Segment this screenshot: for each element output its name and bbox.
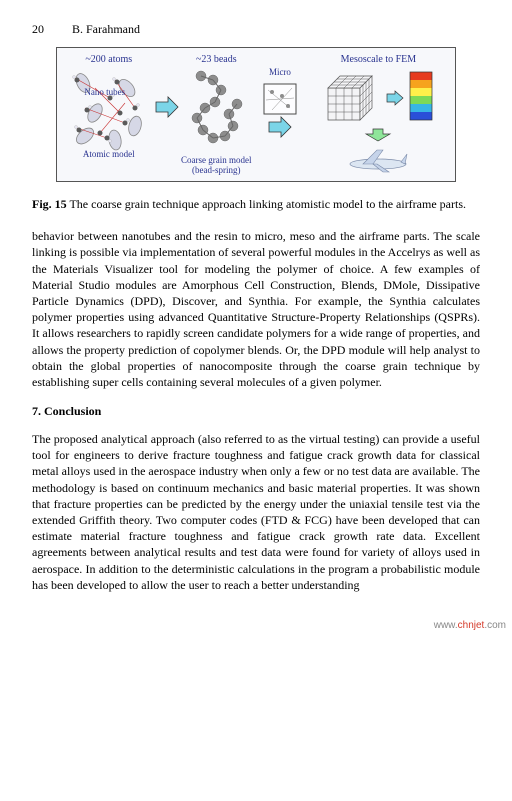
micro-label: Micro bbox=[269, 67, 291, 77]
watermark-domain: chnjet bbox=[458, 620, 485, 631]
atomic-model-svg bbox=[65, 68, 153, 153]
meso-cube-svg bbox=[318, 68, 382, 128]
figure-inner: ~200 atoms bbox=[56, 47, 456, 182]
watermark-www: www. bbox=[434, 620, 458, 631]
section-heading: 7. Conclusion bbox=[32, 404, 480, 419]
micro-box-svg bbox=[260, 80, 300, 118]
paragraph-1: behavior between nanotubes and the resin… bbox=[32, 228, 480, 390]
paragraph-2: The proposed analytical approach (also r… bbox=[32, 431, 480, 593]
coarse-grain-col: ~23 beads bbox=[180, 54, 252, 175]
figure-caption: Fig. 15 The coarse grain technique appro… bbox=[32, 196, 480, 212]
meso-fem-col: Mesoscale to FEM bbox=[308, 54, 449, 174]
meso-fem-label: Mesoscale to FEM bbox=[341, 54, 417, 65]
arrow-icon bbox=[267, 114, 293, 140]
atoms-label: ~200 atoms bbox=[85, 54, 132, 65]
watermark-com: .com bbox=[484, 620, 506, 631]
page: 20 B. Farahmand ~200 atoms bbox=[0, 0, 512, 637]
caption-text: The coarse grain technique approach link… bbox=[69, 197, 466, 211]
atomic-model-label: Atomic model bbox=[83, 149, 135, 159]
figure-15: ~200 atoms bbox=[56, 47, 456, 182]
arrow-1 bbox=[154, 72, 180, 142]
caption-label: Fig. 15 bbox=[32, 197, 67, 211]
fem-stripes-svg bbox=[408, 68, 438, 128]
meso-fem-row bbox=[318, 68, 438, 128]
airplane-icon bbox=[343, 142, 413, 174]
figure-row: ~200 atoms bbox=[63, 54, 449, 175]
coarse-grain-svg bbox=[181, 68, 251, 153]
nanotubes-label: Nano tubes bbox=[80, 87, 130, 97]
page-header: 20 B. Farahmand bbox=[32, 22, 480, 37]
arrow-icon bbox=[154, 94, 180, 120]
beads-label: ~23 beads bbox=[196, 54, 237, 65]
arrow-down-icon bbox=[358, 128, 398, 142]
page-number: 20 bbox=[32, 22, 44, 37]
header-author: B. Farahmand bbox=[72, 22, 140, 37]
watermark: www.chnjet.com bbox=[434, 620, 506, 631]
arrow-icon bbox=[386, 89, 404, 107]
micro-col: Micro bbox=[252, 54, 308, 140]
atomic-model-col: ~200 atoms bbox=[63, 54, 154, 159]
coarse-grain-label: Coarse grain model (bead-spring) bbox=[181, 155, 251, 175]
